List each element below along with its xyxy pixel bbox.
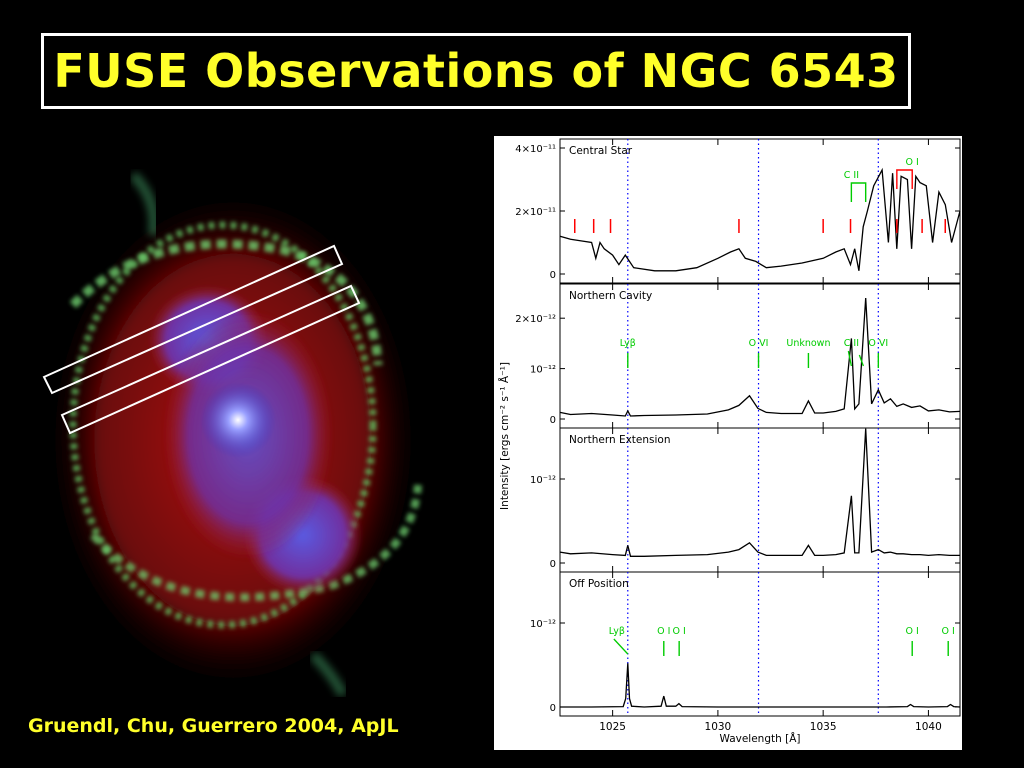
line-id-tick <box>847 350 853 367</box>
panel-label: Northern Cavity <box>569 290 652 302</box>
panel-label: Off Position <box>569 578 629 590</box>
y-tick-label: 0 <box>550 415 556 426</box>
line-id-label: O I <box>942 626 955 637</box>
y-tick-label: 10⁻¹² <box>530 475 556 486</box>
line-id-label: O I <box>906 157 919 168</box>
x-tick-label: 1035 <box>810 721 837 733</box>
y-tick-label: 2×10⁻¹² <box>515 314 556 325</box>
y-tick-label: 2×10⁻¹¹ <box>515 207 556 218</box>
spectrum-line <box>559 167 961 272</box>
line-id-label: O VI <box>749 338 769 349</box>
nebula-image <box>33 155 448 697</box>
line-id-label: C II <box>844 170 859 181</box>
line-id-label: O I <box>657 626 670 637</box>
spectrum-figure: 0 2×10⁻¹¹ 4×10⁻¹¹ Central Star C II O I 0 10⁻¹²… <box>494 136 962 750</box>
y-tick-label: 10⁻¹² <box>530 619 556 630</box>
slide-title: FUSE Observations of NGC 6543 <box>53 44 899 98</box>
line-id-label: Lyβ <box>609 626 625 637</box>
panel-frame <box>559 427 961 573</box>
y-tick-label: 4×10⁻¹¹ <box>515 144 556 155</box>
spectrum-line <box>560 663 961 708</box>
line-id-label: O I <box>906 626 919 637</box>
panel-frame <box>559 283 961 429</box>
y-tick-label: 0 <box>550 270 556 281</box>
line-id-label: Unknown <box>786 338 830 349</box>
y-axis-label: Intensity [ergs cm⁻² s⁻¹ Å⁻¹] <box>498 362 511 510</box>
line-id-tick <box>858 354 864 367</box>
line-id-label: O I <box>673 626 686 637</box>
citation: Gruendl, Chu, Guerrero 2004, ApJL <box>28 715 399 737</box>
x-tick-label: 1030 <box>705 721 732 733</box>
panel-frame <box>559 571 961 717</box>
panel-frame <box>559 138 961 284</box>
y-tick-label: 0 <box>550 703 556 714</box>
line-id-bracket <box>896 169 913 189</box>
line-id-label: O VI <box>868 338 888 349</box>
line-id-label: C II <box>844 338 859 349</box>
slit-apertures <box>42 244 361 435</box>
title-box: FUSE Observations of NGC 6543 <box>41 33 911 109</box>
line-id-tick <box>613 638 629 655</box>
line-id-bracket <box>850 182 867 202</box>
x-tick-label: 1025 <box>599 721 626 733</box>
panel-label: Northern Extension <box>569 434 671 446</box>
spectrum-chart: 0 2×10⁻¹¹ 4×10⁻¹¹ Central Star C II O I 0 10⁻¹²… <box>498 138 961 745</box>
spectrum-line <box>559 428 960 557</box>
spectrum-line <box>559 297 961 417</box>
x-tick-label: 1040 <box>915 721 942 733</box>
line-id-label: Lyβ <box>620 338 636 349</box>
panel-label: Central Star <box>569 145 633 157</box>
y-tick-label: 10⁻¹² <box>530 365 556 376</box>
y-tick-label: 0 <box>550 559 556 570</box>
x-axis-label: Wavelength [Å] <box>719 732 800 745</box>
